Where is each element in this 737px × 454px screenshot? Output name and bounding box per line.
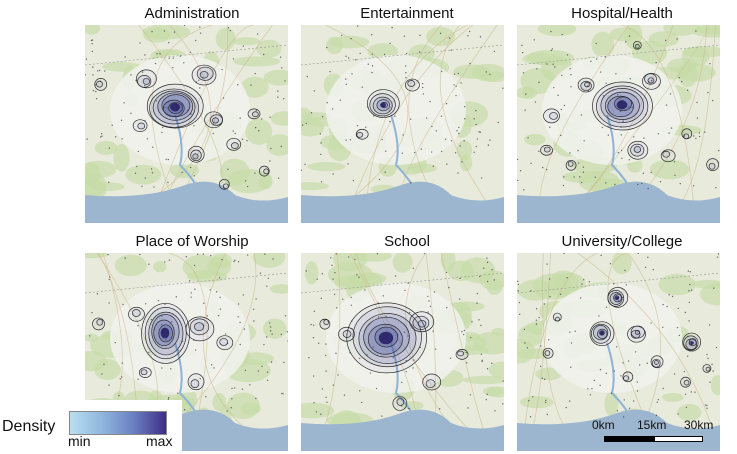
density-map-university-college: [517, 253, 720, 451]
scale-label-30: 30km: [684, 418, 714, 432]
panel-title-university-college: University/College: [561, 233, 683, 250]
panel-title-entertainment: Entertainment: [360, 5, 454, 22]
map-svg: [517, 253, 720, 451]
map-svg: [517, 25, 720, 223]
map-svg: [85, 253, 288, 451]
panel-title-hospital-health: Hospital/Health: [571, 5, 673, 22]
scale-bar-black: [604, 436, 655, 442]
density-map-administration: [85, 25, 288, 223]
legend-min-label: min: [68, 433, 91, 449]
legend-max-label: max: [146, 433, 173, 449]
density-map-school: [301, 253, 504, 451]
scale-bar-white: [654, 436, 703, 442]
map-svg: [301, 253, 504, 451]
legend-title: Density: [2, 418, 56, 435]
scale-label-0: 0km: [592, 418, 615, 432]
map-svg: [85, 25, 288, 223]
scale-label-15: 15km: [637, 418, 667, 432]
density-map-hospital-health: [517, 25, 720, 223]
density-map-place-of-worship: [85, 253, 288, 451]
panel-title-place-of-worship: Place of Worship: [135, 233, 249, 250]
map-svg: [301, 25, 504, 223]
density-map-entertainment: [301, 25, 504, 223]
panel-title-administration: Administration: [144, 5, 240, 22]
panel-title-school: School: [384, 233, 430, 250]
legend-color-bar: [69, 411, 167, 435]
